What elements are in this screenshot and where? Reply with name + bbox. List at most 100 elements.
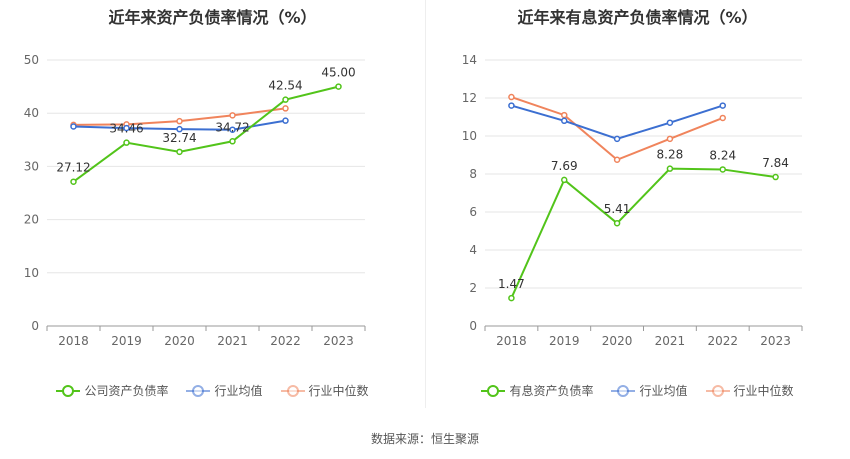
x-tick-label: 2020 xyxy=(164,334,195,348)
asset-liability-chart-panel: 近年来资产负债率情况（%） 0 10 20 30 40 50 2018 2019 2020 202… xyxy=(0,8,425,399)
x-tick-label: 2021 xyxy=(655,334,686,348)
legend-item[interactable]: 公司资产负债率 xyxy=(56,382,168,399)
chart-legend: 有息资产负债率 行业均值 行业中位数 xyxy=(425,382,850,399)
legend-swatch-icon xyxy=(705,384,730,397)
data-label: 7.84 xyxy=(762,156,789,170)
legend-label: 行业中位数 xyxy=(308,384,369,398)
legend-item[interactable]: 行业中位数 xyxy=(705,382,794,399)
series-line xyxy=(511,104,724,140)
data-label: 34.72 xyxy=(215,120,249,134)
data-point[interactable] xyxy=(282,105,289,112)
interest-liability-chart-panel: 近年来有息资产负债率情况（%） 0 2 4 6 8 10 12 14 2018 2019 2020 2… xyxy=(425,0,850,459)
data-point[interactable] xyxy=(282,117,289,124)
data-point[interactable] xyxy=(561,176,568,184)
x-tick-label: 2023 xyxy=(760,334,791,348)
data-point[interactable] xyxy=(666,165,674,172)
legend-label: 有息资产负债率 xyxy=(509,384,594,398)
data-point[interactable] xyxy=(176,125,183,133)
data-point[interactable] xyxy=(176,117,183,125)
data-label: 42.54 xyxy=(268,79,302,93)
data-label: 1.47 xyxy=(498,277,525,291)
y-tick-label: 10 xyxy=(462,129,477,143)
data-point[interactable] xyxy=(70,123,77,130)
data-point[interactable] xyxy=(508,102,515,109)
data-point[interactable] xyxy=(176,148,183,156)
y-tick-label: 30 xyxy=(24,159,39,173)
data-point[interactable] xyxy=(508,294,515,302)
data-point[interactable] xyxy=(123,124,130,132)
x-tick-label: 2018 xyxy=(58,334,89,348)
y-tick-label: 40 xyxy=(24,106,39,120)
y-tick-label: 12 xyxy=(462,91,477,105)
legend-item[interactable]: 行业均值 xyxy=(611,382,688,399)
x-tick-label: 2022 xyxy=(707,334,738,348)
legend-swatch-icon xyxy=(56,384,81,397)
data-point[interactable] xyxy=(772,173,779,181)
data-point[interactable] xyxy=(229,138,236,145)
data-point[interactable] xyxy=(613,219,621,227)
y-tick-label: 4 xyxy=(469,243,477,257)
y-tick-label: 0 xyxy=(31,319,39,333)
data-point[interactable] xyxy=(666,135,674,143)
legend-label: 行业中位数 xyxy=(733,384,794,398)
legend-label: 行业均值 xyxy=(639,384,688,398)
y-tick-label: 20 xyxy=(24,213,39,227)
data-point[interactable] xyxy=(282,96,289,103)
data-label: 5.41 xyxy=(604,202,631,216)
data-label: 34.46 xyxy=(109,122,143,136)
x-tick-label: 2020 xyxy=(602,334,633,348)
data-label: 7.69 xyxy=(551,159,578,173)
data-label: 8.28 xyxy=(657,148,684,162)
asset-liability-chart: 0 10 20 30 40 50 2018 2019 2020 2021 2022 2023 27.12… xyxy=(24,53,366,348)
interest-liability-chart: 0 2 4 6 8 10 12 14 2018 2019 2020 2021 2022 2023 1.47 7… xyxy=(462,53,803,348)
chart-title: 近年来资产负债率情况（%） xyxy=(108,8,317,27)
panel-divider xyxy=(425,0,426,408)
data-point[interactable] xyxy=(70,178,77,185)
legend-swatch-icon xyxy=(611,384,636,397)
x-tick-label: 2019 xyxy=(111,334,142,348)
data-point[interactable] xyxy=(561,117,568,125)
y-tick-label: 0 xyxy=(469,319,477,333)
data-source-label: 数据来源：恒生聚源 xyxy=(370,432,479,446)
x-tick-label: 2022 xyxy=(270,334,301,348)
data-label: 32.74 xyxy=(162,131,196,145)
data-label: 8.24 xyxy=(709,148,736,162)
chart-legend: 公司资产负债率 行业均值 行业中位数 xyxy=(0,382,425,399)
series-line xyxy=(511,96,724,161)
series-line xyxy=(510,167,776,299)
data-point[interactable] xyxy=(666,119,674,126)
data-point[interactable] xyxy=(508,93,515,101)
x-tick-label: 2021 xyxy=(217,334,248,348)
y-tick-label: 6 xyxy=(469,205,477,219)
y-tick-label: 50 xyxy=(24,53,39,67)
legend-item[interactable]: 行业均值 xyxy=(186,382,263,399)
legend-label: 行业均值 xyxy=(214,384,263,398)
x-tick-label: 2018 xyxy=(496,334,527,348)
legend-label: 公司资产负债率 xyxy=(84,384,169,398)
data-point[interactable] xyxy=(719,102,726,109)
y-tick-label: 14 xyxy=(462,53,477,67)
legend-item[interactable]: 行业中位数 xyxy=(280,382,369,399)
data-point[interactable] xyxy=(719,166,726,173)
x-tick-label: 2023 xyxy=(323,334,354,348)
data-label: 27.12 xyxy=(56,161,90,175)
data-label: 45.00 xyxy=(321,66,355,80)
data-point[interactable] xyxy=(123,139,130,146)
y-tick-label: 10 xyxy=(24,266,39,280)
data-point[interactable] xyxy=(719,114,726,122)
x-tick-label: 2019 xyxy=(549,334,580,348)
data-point[interactable] xyxy=(229,112,236,119)
chart-title: 近年来有息资产负债率情况（%） xyxy=(517,8,758,27)
legend-swatch-icon xyxy=(481,384,506,397)
y-tick-label: 2 xyxy=(469,281,477,295)
data-point[interactable] xyxy=(229,126,236,133)
legend-swatch-icon xyxy=(280,384,305,397)
data-point[interactable] xyxy=(613,135,621,143)
y-tick-label: 8 xyxy=(469,167,477,181)
data-point[interactable] xyxy=(335,83,342,90)
legend-swatch-icon xyxy=(186,384,211,397)
series-line xyxy=(72,85,339,183)
data-point[interactable] xyxy=(613,156,621,163)
data-point[interactable] xyxy=(561,111,568,119)
legend-item[interactable]: 有息资产负债率 xyxy=(481,382,593,399)
